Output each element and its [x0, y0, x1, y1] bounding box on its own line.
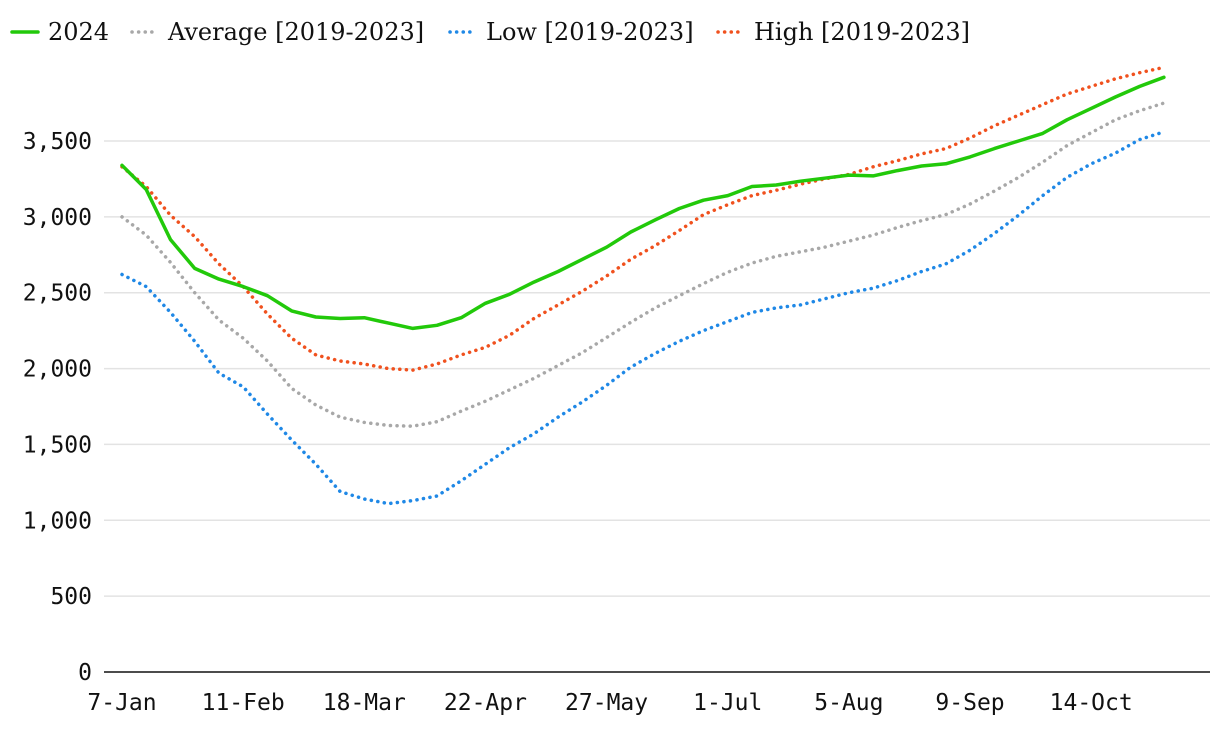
series-line-1 — [120, 101, 1166, 428]
y-tick-label: 1,000 — [23, 508, 92, 534]
y-tick-label: 1,500 — [23, 432, 92, 458]
legend-label-2: Low [2019-2023] — [486, 18, 694, 46]
y-tick-label: 2,000 — [23, 357, 92, 383]
x-tick-label: 22-Apr — [444, 690, 527, 716]
grid-lines — [104, 140, 1210, 597]
series-line-2 — [120, 130, 1166, 506]
x-tick-label: 1-Jul — [693, 690, 762, 716]
x-axis-ticks: 7-Jan 11-Feb 18-Mar 22-Apr 27-May 1-Jul 5-Aug 9… — [87, 690, 1132, 716]
y-tick-label: 0 — [78, 660, 92, 686]
y-tick-label: 2,500 — [23, 281, 92, 307]
legend: 2024 Average [2019-2023] Low [2019-2023] Hi… — [10, 18, 970, 46]
y-tick-label: 3,500 — [23, 129, 92, 155]
series-line-0 — [120, 75, 1166, 331]
x-tick-label: 5-Aug — [814, 690, 883, 716]
x-tick-label: 18-Mar — [323, 690, 406, 716]
series-lines — [120, 65, 1166, 506]
legend-label-0: 2024 — [48, 18, 109, 46]
y-axis-ticks: 0 500 1,000 1,500 2,000 2,500 3,000 3,500 — [23, 129, 92, 686]
y-tick-label: 3,000 — [23, 205, 92, 231]
x-tick-label: 14-Oct — [1050, 690, 1133, 716]
x-tick-label: 27-May — [565, 690, 648, 716]
y-tick-label: 500 — [50, 584, 92, 610]
series-line-3 — [120, 65, 1166, 372]
x-tick-label: 11-Feb — [202, 690, 285, 716]
legend-label-1: Average [2019-2023] — [167, 18, 424, 46]
x-tick-label: 7-Jan — [87, 690, 156, 716]
x-tick-label: 9-Sep — [935, 690, 1004, 716]
legend-label-3: High [2019-2023] — [754, 18, 970, 46]
